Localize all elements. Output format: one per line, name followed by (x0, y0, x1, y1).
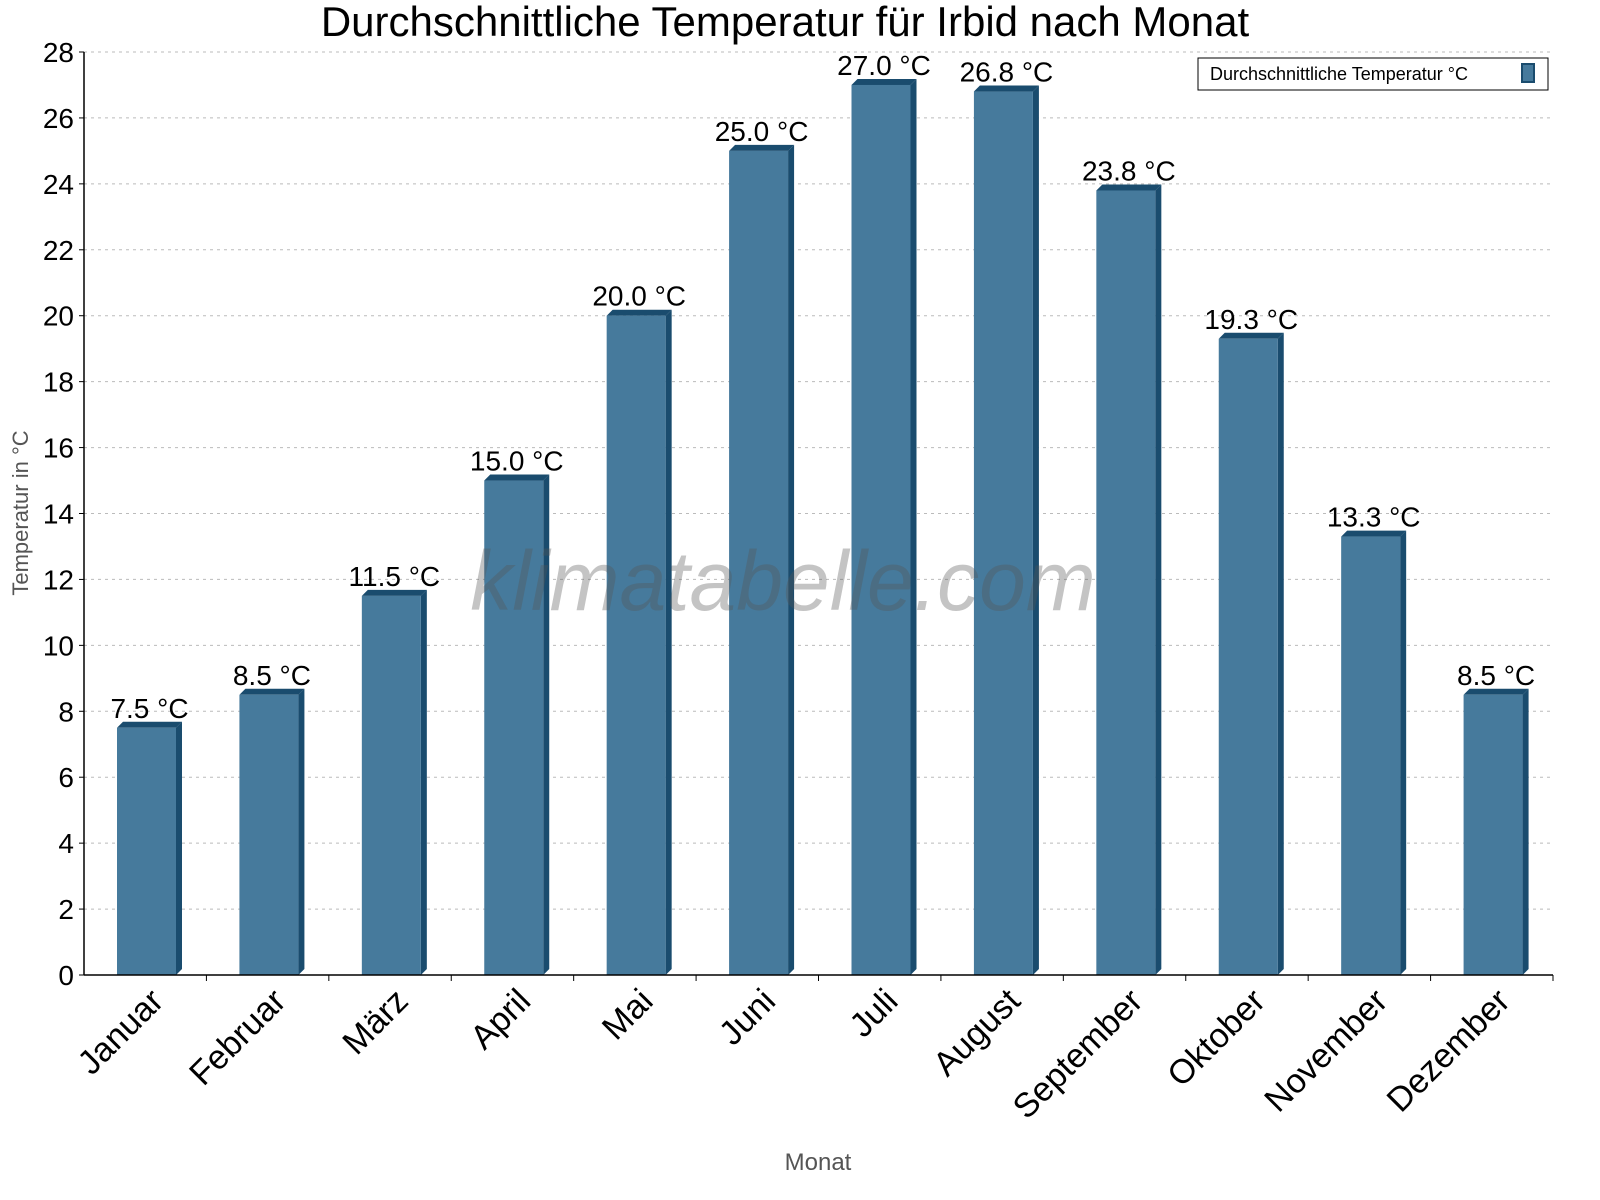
data-label: 25.0 °C (715, 116, 809, 147)
x-tick-label: Dezember (1380, 982, 1518, 1120)
data-label: 7.5 °C (110, 693, 188, 724)
bar (1096, 190, 1156, 975)
x-tick-label: April (463, 982, 538, 1057)
bar (484, 480, 544, 975)
bar-top (484, 474, 550, 481)
y-tick-label: 16 (43, 433, 74, 464)
x-tick-label: Oktober (1160, 982, 1272, 1094)
x-tick-label: Juli (842, 982, 905, 1045)
y-tick-label: 2 (58, 894, 74, 925)
y-tick-label: 0 (58, 960, 74, 991)
legend-label: Durchschnittliche Temperatur °C (1210, 64, 1468, 84)
x-axis-label: Monat (785, 1149, 852, 1176)
bar-top (1341, 530, 1407, 537)
bar-top (973, 85, 1039, 92)
bar-side (788, 144, 795, 976)
data-label: 19.3 °C (1204, 304, 1298, 335)
data-label: 8.5 °C (233, 660, 311, 691)
bar-top (851, 78, 917, 85)
bars: 7.5 °C 8.5 °C 11.5 °C 15.0 °C 20.0 °C 25.0 °C… (110, 50, 1535, 976)
bar-top (1218, 332, 1284, 339)
bar (1218, 338, 1278, 975)
bar (973, 91, 1033, 976)
y-tick-label: 28 (43, 37, 74, 68)
bar (1341, 536, 1401, 975)
bar (1463, 694, 1523, 975)
bar-side (1522, 688, 1529, 975)
x-tick-label: Februar (182, 982, 293, 1093)
bar-side (176, 721, 182, 975)
x-tick-label: September (1006, 982, 1150, 1126)
data-label: 23.8 °C (1082, 155, 1176, 186)
bar-side (665, 309, 672, 975)
bar-top (729, 144, 795, 151)
bar-top (1463, 688, 1529, 695)
bar (851, 84, 911, 975)
bar-side (298, 688, 305, 975)
bar-side (1155, 184, 1162, 975)
y-tick-label: 26 (43, 103, 74, 134)
watermark: klimatabelle.com (470, 534, 1096, 628)
bar (606, 315, 666, 975)
y-tick-label: 24 (43, 169, 74, 200)
y-tick-label: 18 (43, 367, 74, 398)
bar-top (361, 589, 427, 596)
y-tick-label: 6 (58, 762, 74, 793)
x-tick-label: März (335, 982, 415, 1062)
data-label: 26.8 °C (960, 57, 1054, 88)
bar-side (1277, 332, 1284, 975)
y-tick-label: 14 (43, 499, 74, 530)
bar-side (420, 589, 427, 975)
bar (239, 694, 299, 975)
y-tick-label: 20 (43, 301, 74, 332)
x-tick-label: Mai (595, 982, 661, 1048)
x-tick-label: November (1257, 982, 1395, 1120)
bar-side (910, 78, 917, 975)
y-tick-label: 8 (58, 696, 74, 727)
y-tick-label: 10 (43, 630, 74, 661)
bar-side (1400, 530, 1407, 975)
data-label: 20.0 °C (592, 281, 686, 312)
x-tick-label: Juni (712, 982, 783, 1053)
data-label: 11.5 °C (349, 561, 441, 592)
bar (117, 727, 176, 975)
y-axis-label: Temperatur in °C (8, 430, 33, 595)
data-label: 8.5 °C (1457, 660, 1535, 691)
bar-top (239, 688, 305, 695)
x-tick-label: August (926, 981, 1028, 1083)
bar (361, 595, 421, 975)
data-label: 15.0 °C (470, 446, 564, 477)
bar-side (1032, 85, 1039, 976)
chart-title: Durchschnittliche Temperatur für Irbid n… (321, 0, 1250, 45)
legend: Durchschnittliche Temperatur °C (1197, 57, 1549, 91)
x-tick-label: Januar (70, 982, 170, 1082)
bar-top (606, 309, 672, 316)
y-tick-label: 22 (43, 235, 74, 266)
legend-swatch (1521, 63, 1535, 83)
data-label: 27.0 °C (837, 50, 931, 81)
bar-top (1096, 184, 1162, 191)
data-label: 13.3 °C (1327, 502, 1421, 533)
bar-side (543, 474, 550, 975)
y-tick-label: 12 (43, 564, 74, 595)
bar (729, 150, 789, 976)
y-tick-label: 4 (58, 828, 74, 859)
bar-top (117, 721, 182, 728)
